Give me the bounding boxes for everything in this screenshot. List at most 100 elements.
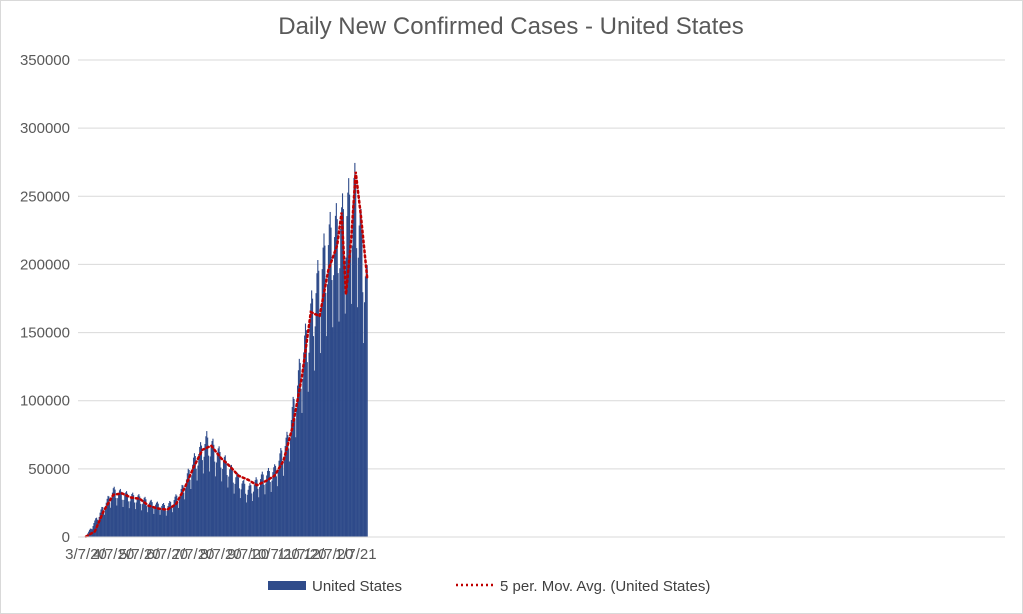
bar xyxy=(228,476,230,537)
bar xyxy=(321,269,323,537)
bar xyxy=(263,484,265,537)
bar xyxy=(192,464,194,537)
bar xyxy=(246,494,248,537)
bar xyxy=(138,494,140,537)
bar xyxy=(219,452,221,537)
bar xyxy=(205,436,207,537)
bar xyxy=(147,512,149,537)
bar xyxy=(159,514,161,537)
bar xyxy=(252,491,255,537)
bar xyxy=(299,362,301,537)
bar xyxy=(134,509,136,537)
bar xyxy=(118,492,120,537)
bar xyxy=(352,202,354,537)
bar xyxy=(346,216,348,537)
x-tick-label: 4/7/20 xyxy=(92,546,134,563)
bar xyxy=(194,456,196,537)
x-tick-label: 8/7/20 xyxy=(200,546,242,563)
bar xyxy=(243,479,245,537)
bar xyxy=(126,491,128,537)
bar xyxy=(225,460,227,537)
x-tick-label: 12/7/20 xyxy=(303,546,353,563)
bar xyxy=(274,465,277,537)
bar xyxy=(366,265,368,537)
bar xyxy=(322,247,324,537)
bar xyxy=(342,209,344,537)
bar xyxy=(106,498,108,537)
bar xyxy=(222,468,224,537)
bar xyxy=(269,482,271,537)
bar xyxy=(242,480,244,537)
bar xyxy=(174,496,176,537)
bar xyxy=(358,225,360,538)
bar xyxy=(272,472,274,537)
bar xyxy=(253,484,255,537)
bar xyxy=(238,488,240,537)
bar xyxy=(325,292,327,537)
bar xyxy=(295,437,297,537)
bar xyxy=(319,353,322,537)
bar xyxy=(232,482,234,537)
bar xyxy=(320,305,322,537)
bar xyxy=(356,248,358,537)
bar xyxy=(208,471,210,537)
bar xyxy=(348,178,350,537)
bar xyxy=(190,488,192,537)
bar xyxy=(331,280,333,537)
bar xyxy=(94,520,96,537)
bar xyxy=(343,264,345,537)
gridlines xyxy=(78,59,1005,470)
bar xyxy=(230,464,232,537)
bar xyxy=(218,446,220,537)
bar xyxy=(297,385,299,537)
bar xyxy=(290,420,292,537)
bar xyxy=(245,493,247,537)
bar xyxy=(144,496,146,537)
bar xyxy=(130,496,132,537)
bar xyxy=(319,313,321,537)
bar xyxy=(88,531,90,537)
bar xyxy=(289,438,292,537)
bar xyxy=(328,224,330,537)
bar xyxy=(276,486,278,537)
bar xyxy=(201,460,203,537)
bar xyxy=(155,504,157,537)
bar xyxy=(192,457,195,537)
bar xyxy=(281,450,283,537)
bar xyxy=(111,499,113,537)
bar xyxy=(312,336,314,537)
bar xyxy=(143,497,145,537)
bar xyxy=(160,509,162,537)
bar xyxy=(361,233,363,538)
bar xyxy=(215,476,217,537)
bar xyxy=(110,507,112,537)
bar-series xyxy=(85,162,368,538)
x-tick-label: 5/7/20 xyxy=(119,546,161,563)
bar xyxy=(235,477,237,537)
bar xyxy=(288,448,290,537)
bar xyxy=(326,284,329,537)
bar xyxy=(142,499,144,537)
bar xyxy=(104,508,106,537)
bar xyxy=(364,302,366,537)
bar xyxy=(233,493,235,537)
bar xyxy=(164,510,166,537)
bar xyxy=(136,497,138,537)
bar xyxy=(335,203,337,538)
bar xyxy=(96,519,99,537)
bar xyxy=(135,502,137,537)
bar xyxy=(182,485,184,537)
bar xyxy=(185,479,188,537)
bar xyxy=(99,512,101,537)
bar xyxy=(316,273,318,537)
bar xyxy=(234,483,236,537)
bar xyxy=(345,257,347,537)
bar xyxy=(333,275,335,537)
bar xyxy=(237,472,239,537)
y-tick-label: 150000 xyxy=(20,325,70,342)
bar xyxy=(275,476,277,537)
bar xyxy=(146,506,148,537)
bar xyxy=(317,260,319,537)
bar xyxy=(149,500,151,537)
bar xyxy=(259,486,261,537)
